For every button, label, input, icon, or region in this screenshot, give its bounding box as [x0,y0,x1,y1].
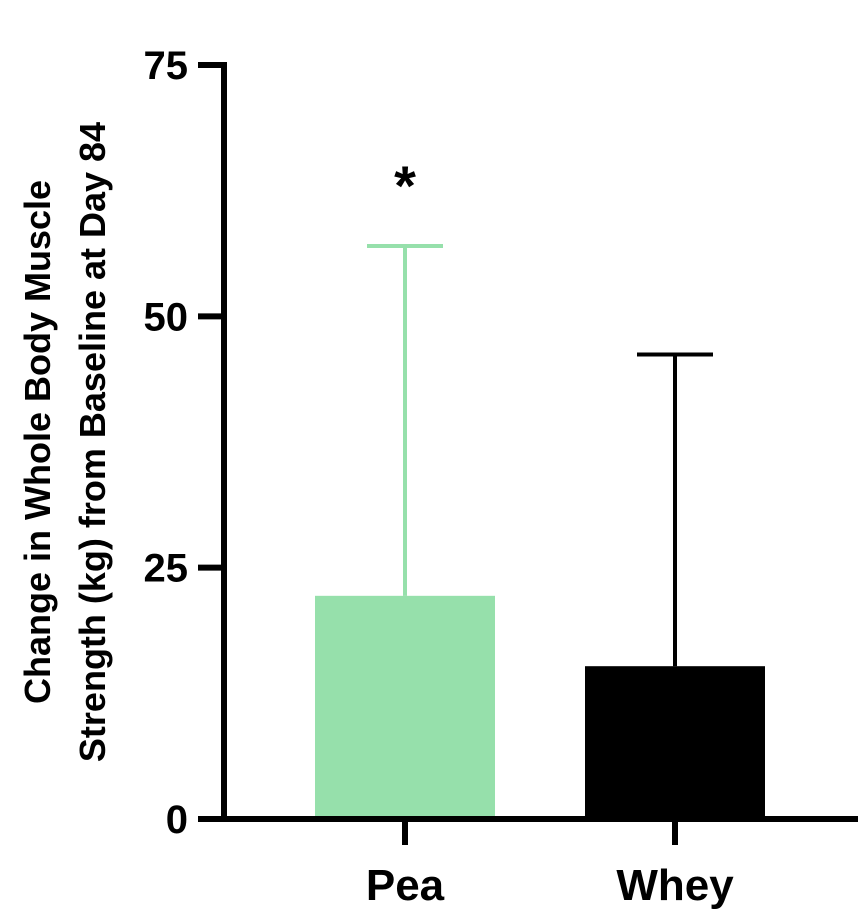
bar-pea [315,595,495,819]
y-axis-label: Change in Whole Body Muscle Strength (kg… [17,122,113,762]
x-tick-label-whey: Whey [616,861,734,910]
x-tick-label-pea: Pea [366,861,445,910]
y-tick-label-75: 75 [144,44,189,88]
y-axis-label-line-1: Change in Whole Body Muscle [17,180,58,704]
y-tick-label-50: 50 [144,295,189,339]
significance-marker-pea: * [394,154,416,217]
y-axis-label-line-2: Strength (kg) from Baseline at Day 84 [72,122,113,762]
y-tick-label-25: 25 [144,547,189,591]
y-tick-label-0: 0 [166,798,188,842]
plot-area: 0 25 50 75 Pea Whey * [144,44,858,910]
bar-whey [585,666,765,819]
